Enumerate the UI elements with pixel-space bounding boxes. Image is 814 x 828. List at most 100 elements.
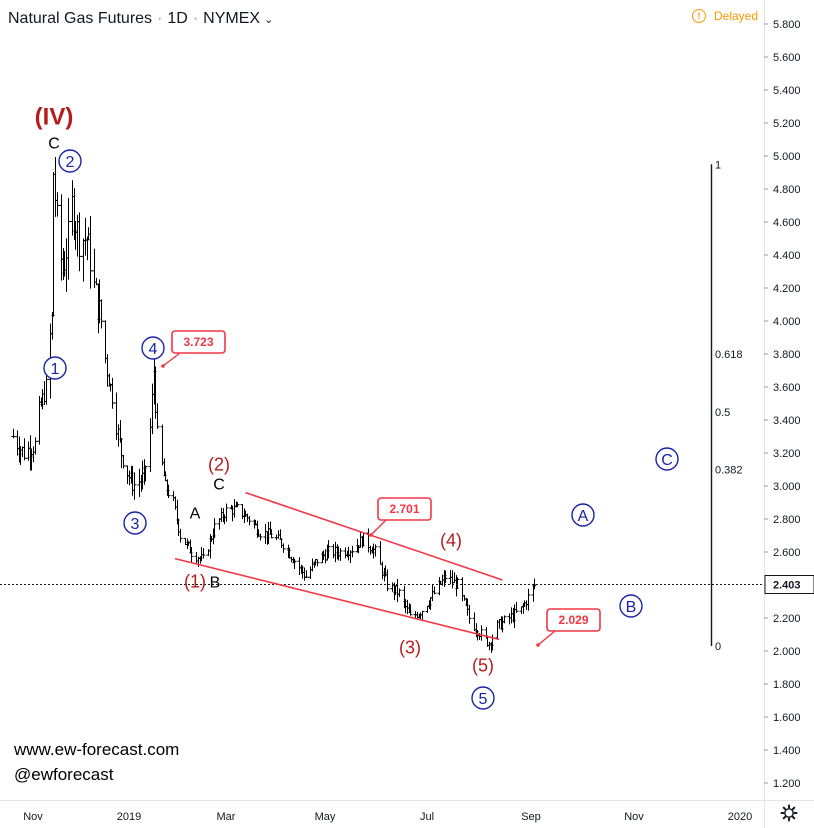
wave-circle — [471, 686, 495, 710]
ohlc-bar — [26, 441, 31, 461]
ohlc-bar — [219, 507, 224, 522]
ohlc-bar — [315, 559, 320, 567]
wave-text: 3 — [131, 516, 140, 533]
wave-text: C — [661, 452, 673, 469]
x-tick-label: Jul — [420, 811, 434, 823]
ohlc-bar — [59, 194, 64, 281]
ohlc-bar — [302, 567, 307, 581]
ohlc-bar — [514, 601, 519, 613]
x-tick-label: Nov — [23, 811, 43, 823]
ohlc-bar — [143, 465, 148, 482]
y-tick-label: 4.200 — [773, 283, 801, 295]
ohlc-bar — [217, 518, 222, 530]
wave-text: (5) — [472, 655, 494, 675]
ohlc-bar — [66, 197, 71, 280]
y-tick-label: 1.600 — [773, 712, 801, 724]
ohlc-bar — [88, 216, 93, 289]
price-callout: 2.701 — [369, 497, 432, 537]
wave-text: C — [48, 136, 60, 153]
wave-text: 2 — [66, 154, 75, 171]
ohlc-bar — [166, 484, 171, 499]
ohlc-bar — [77, 212, 82, 272]
wave-text: A — [578, 508, 589, 525]
wave-text: B — [626, 599, 637, 616]
wave-label: (1) — [184, 571, 206, 591]
wave-text: A — [190, 506, 201, 523]
ohlc-bar — [350, 545, 355, 558]
ohlc-bar — [390, 582, 395, 592]
y-tick-label: 3.800 — [773, 349, 801, 361]
y-tick-label: 1.800 — [773, 679, 801, 691]
wave-circle — [43, 356, 67, 380]
wave-circle — [655, 447, 679, 471]
wave-label: (IV) — [35, 103, 74, 130]
ohlc-bar — [338, 548, 343, 561]
ohlc-bar — [105, 354, 110, 387]
wave-label: C — [48, 136, 60, 153]
ohlc-bar — [110, 377, 115, 409]
wave-text: (1) — [184, 571, 206, 591]
interval-label[interactable]: 1D — [167, 10, 188, 27]
delayed-badge[interactable]: ! Delayed — [692, 9, 758, 23]
wave-label: 5 — [471, 686, 495, 710]
symbol-title[interactable]: Natural Gas Futures — [8, 10, 153, 27]
y-tick-label: 1.400 — [773, 745, 801, 757]
ohlc-bar — [495, 620, 500, 639]
gear-icon[interactable] — [780, 804, 798, 822]
ohlc-bar — [452, 572, 457, 584]
fib-level-label: 0.5 — [715, 407, 730, 419]
ohlc-bar — [310, 558, 315, 572]
chevron-down-icon[interactable]: ⌄ — [264, 13, 274, 26]
ohlc-bar — [373, 544, 378, 557]
y-tick-label: 4.600 — [773, 217, 801, 229]
ohlc-bar — [408, 604, 413, 616]
callout-box — [377, 497, 432, 521]
exchange-label[interactable]: NYMEX — [203, 10, 261, 27]
callout-box — [546, 608, 601, 632]
y-tick-label: 3.200 — [773, 448, 801, 460]
ohlc-bar — [366, 528, 371, 553]
ohlc-bar — [526, 588, 531, 611]
ohlc-bar — [326, 540, 331, 559]
trendline-lower — [174, 557, 500, 641]
price-callout: 3.723 — [161, 330, 226, 368]
wave-text: B — [210, 575, 221, 592]
wave-label: C — [213, 477, 225, 494]
chart-header[interactable]: Natural Gas Futures · 1D · NYMEX ⌄ — [8, 9, 273, 29]
ohlc-bar — [148, 418, 153, 472]
ohlc-bar — [81, 238, 86, 282]
y-tick-label: 5.200 — [773, 118, 801, 130]
ohlc-bar — [11, 428, 16, 439]
ohlc-bar — [64, 238, 69, 292]
ohlc-bar — [395, 578, 400, 603]
ohlc-bar — [125, 465, 130, 485]
ohlc-bar — [103, 320, 108, 364]
last-price-badge — [764, 575, 814, 595]
wave-label: 4 — [141, 336, 165, 360]
ohlc-bar — [278, 529, 283, 540]
ohlc-bar — [397, 588, 402, 598]
wave-label: (5) — [472, 655, 494, 675]
ohlc-bar — [502, 615, 507, 624]
ohlc-bars — [11, 156, 537, 653]
wave-label: C — [655, 447, 679, 471]
callout-pointer — [537, 630, 556, 646]
wave-label: A — [190, 506, 201, 523]
callout-label: 2.029 — [558, 613, 588, 627]
callout-pointer — [162, 352, 181, 367]
ohlc-bar — [443, 570, 448, 584]
ohlc-bar — [343, 547, 348, 559]
wave-text: 1 — [51, 361, 60, 378]
ohlc-bar — [297, 557, 302, 575]
ohlc-bar — [304, 570, 309, 579]
ohlc-bar — [155, 403, 160, 429]
callout-pointer — [370, 519, 387, 536]
ohlc-bar — [121, 454, 126, 469]
wave-label: 3 — [123, 511, 147, 535]
callout-anchor — [536, 643, 540, 647]
ohlc-bar — [150, 383, 155, 435]
y-tick-label: 4.800 — [773, 184, 801, 196]
ohlc-bar — [497, 618, 502, 629]
ohlc-bar — [173, 496, 178, 510]
